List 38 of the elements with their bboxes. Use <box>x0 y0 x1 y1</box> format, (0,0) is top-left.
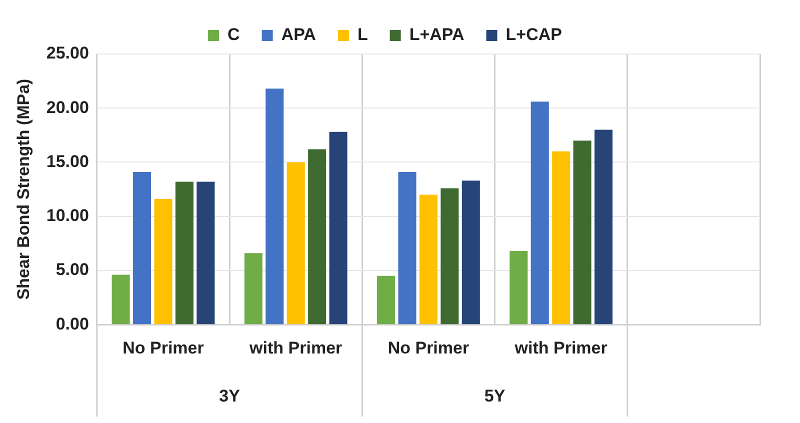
bar <box>573 140 592 324</box>
bar <box>308 149 326 324</box>
bar <box>398 172 416 324</box>
y-tick-label: 0.00 <box>56 314 89 334</box>
x-tick-label: No Primer <box>388 338 470 358</box>
legend-label: L+CAP <box>506 25 562 44</box>
bar <box>244 253 262 324</box>
y-axis-title: Shear Bond Strength (MPa) <box>14 78 33 300</box>
bar <box>530 102 549 324</box>
bar <box>510 250 528 324</box>
bar <box>419 194 438 324</box>
legend-label: L <box>357 25 368 44</box>
bar <box>133 172 152 324</box>
bar <box>196 182 215 324</box>
bar <box>440 188 459 324</box>
x-tick-label: with Primer <box>514 338 608 358</box>
y-tick-label: 5.00 <box>56 260 89 280</box>
text: 5Y <box>484 386 506 406</box>
y-tick-label: 15.00 <box>46 152 89 171</box>
y-tick-label: 20.00 <box>46 98 89 117</box>
bar <box>377 276 396 324</box>
bar <box>552 151 570 324</box>
bar <box>112 274 130 324</box>
bar <box>286 162 305 324</box>
bar <box>329 132 348 324</box>
legend-label: APA <box>281 25 316 44</box>
x-tick-label: with Primer <box>248 338 343 358</box>
bar <box>462 180 480 324</box>
bar <box>154 199 172 324</box>
bar <box>266 88 284 324</box>
y-tick-label: 10.00 <box>46 206 89 226</box>
text: 3Y <box>219 386 241 406</box>
bar <box>594 130 613 324</box>
legend-label: C <box>228 25 240 44</box>
bar <box>175 182 194 324</box>
y-tick-label: 25.00 <box>46 44 89 63</box>
legend-label: L+APA <box>409 25 464 44</box>
x-tick-label: No Primer <box>122 338 204 358</box>
